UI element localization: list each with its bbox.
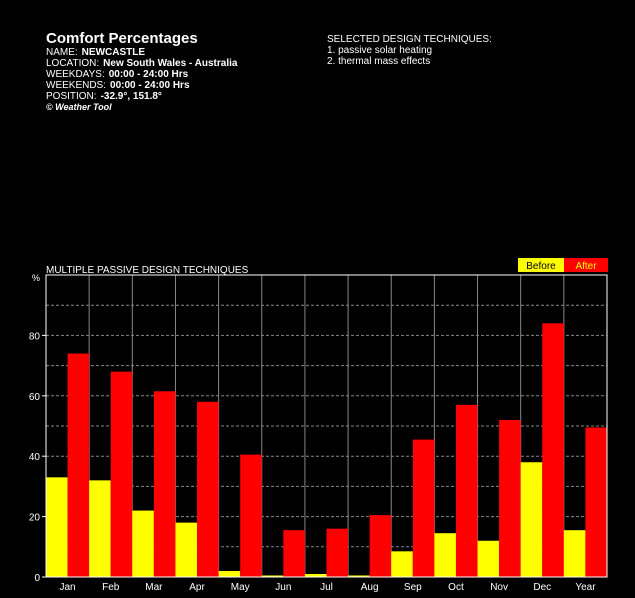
bar-after — [499, 419, 521, 577]
bar-before — [477, 540, 500, 577]
x-tick-label: May — [231, 582, 250, 593]
legend-before-swatch — [518, 258, 564, 272]
x-tick-label: Feb — [102, 582, 120, 593]
bar-before — [520, 462, 543, 577]
technique-item: 2. thermal mass effects — [327, 56, 431, 67]
x-tick-label: Oct — [448, 582, 464, 593]
plot-frame — [45, 274, 608, 578]
position-line: POSITION: -32.9°, 151.8° — [46, 91, 237, 102]
weekdays-line: WEEKDAYS: 00:00 - 24:00 Hrs — [46, 69, 237, 80]
x-tick-label: Mar — [145, 582, 163, 593]
bar-after — [369, 515, 392, 577]
weekdays-label: WEEKDAYS: — [46, 69, 105, 80]
weekends-label: WEEKENDS: — [46, 80, 107, 91]
x-tick-label: Jun — [275, 582, 291, 593]
name-label: NAME: — [46, 47, 78, 58]
weekends-value: 00:00 - 24:00 Hrs — [110, 80, 190, 91]
chart-bars — [46, 323, 607, 577]
y-tick-label: 60 — [29, 392, 41, 403]
bar-before — [46, 477, 68, 577]
bar-after — [110, 371, 133, 577]
location-line: LOCATION: New South Wales - Australia — [46, 58, 237, 69]
x-tick-label: Apr — [189, 582, 205, 593]
position-label: POSITION: — [46, 91, 97, 102]
chart-axes — [42, 274, 608, 578]
bar-after — [412, 439, 435, 577]
bar-before — [391, 551, 413, 577]
chart-legend: Before After — [518, 258, 608, 272]
bar-after — [153, 391, 176, 577]
x-tick-label: Year — [575, 582, 596, 593]
x-tick-label: Jan — [60, 582, 76, 593]
header: Comfort Percentages NAME: NEWCASTLE LOCAT… — [46, 30, 237, 113]
selected-techniques: SELECTED DESIGN TECHNIQUES: 1. passive s… — [327, 34, 492, 67]
bar-before — [348, 575, 370, 577]
name-value: NEWCASTLE — [81, 47, 146, 58]
legend-after-swatch — [564, 258, 608, 272]
bar-before — [261, 575, 284, 577]
weekends-line: WEEKENDS: 00:00 - 24:00 Hrs — [46, 80, 237, 91]
bar-after — [542, 323, 564, 577]
bar-after — [240, 454, 262, 577]
weekdays-value: 00:00 - 24:00 Hrs — [108, 69, 189, 80]
x-tick-label: Dec — [533, 582, 551, 593]
technique-item: 1. passive solar heating — [327, 45, 433, 56]
bar-before — [563, 530, 586, 577]
location-value: New South Wales - Australia — [103, 58, 238, 69]
y-tick-label: 0 — [34, 573, 40, 584]
x-tick-label: Sep — [404, 582, 422, 593]
bar-before — [132, 510, 154, 577]
bar-before — [218, 570, 241, 577]
page-title: Comfort Percentages — [46, 30, 198, 47]
credit-text: © Weather Tool — [46, 102, 112, 112]
x-tick-label: Aug — [361, 582, 379, 593]
bar-after — [585, 427, 607, 577]
bar-before — [434, 533, 456, 577]
legend-before-label: Before — [526, 261, 556, 272]
name-line: NAME: NEWCASTLE — [46, 47, 237, 58]
techniques-heading: SELECTED DESIGN TECHNIQUES: — [327, 34, 492, 45]
bar-after — [455, 404, 478, 577]
y-tick-label: 20 — [29, 513, 41, 524]
chart-labels: Jan Feb Mar Apr May Jun Jul Aug Sep Oct Nov Dec Year… — [29, 331, 596, 593]
legend-after-label: After — [575, 261, 597, 272]
bar-after — [197, 401, 219, 577]
y-tick-label: 40 — [29, 452, 41, 463]
y-axis-unit: % — [32, 273, 40, 283]
bar-before — [304, 573, 327, 577]
bar-before — [89, 480, 111, 577]
bar-after — [326, 528, 349, 577]
bar-after — [67, 353, 90, 577]
bar-after — [283, 530, 305, 577]
bar-before — [175, 522, 198, 577]
x-tick-label: Jul — [320, 582, 333, 593]
chart-title: MULTIPLE PASSIVE DESIGN TECHNIQUES — [46, 265, 249, 276]
location-label: LOCATION: — [46, 58, 100, 69]
y-tick-label: 80 — [29, 331, 41, 342]
x-tick-label: Nov — [490, 582, 508, 593]
position-value: -32.9°, 151.8° — [100, 91, 162, 102]
